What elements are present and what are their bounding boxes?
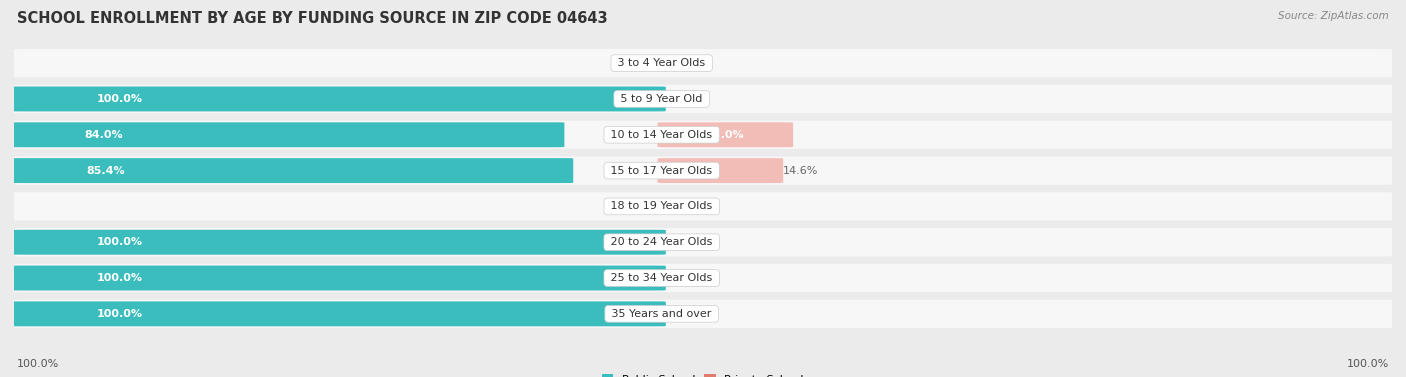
FancyBboxPatch shape xyxy=(658,122,793,147)
Text: 0.0%: 0.0% xyxy=(613,58,641,68)
Text: SCHOOL ENROLLMENT BY AGE BY FUNDING SOURCE IN ZIP CODE 04643: SCHOOL ENROLLMENT BY AGE BY FUNDING SOUR… xyxy=(17,11,607,26)
Text: 20 to 24 Year Olds: 20 to 24 Year Olds xyxy=(607,237,716,247)
Text: 0.0%: 0.0% xyxy=(679,58,707,68)
Text: 15 to 17 Year Olds: 15 to 17 Year Olds xyxy=(607,166,716,176)
FancyBboxPatch shape xyxy=(4,156,1402,185)
Text: 0.0%: 0.0% xyxy=(613,201,641,211)
Text: 14.6%: 14.6% xyxy=(783,166,818,176)
Text: 85.4%: 85.4% xyxy=(86,166,125,176)
Text: 0.0%: 0.0% xyxy=(679,237,707,247)
FancyBboxPatch shape xyxy=(4,121,1402,149)
Text: 5 to 9 Year Old: 5 to 9 Year Old xyxy=(617,94,706,104)
Text: 18 to 19 Year Olds: 18 to 19 Year Olds xyxy=(607,201,716,211)
Text: 100.0%: 100.0% xyxy=(97,94,143,104)
Text: Source: ZipAtlas.com: Source: ZipAtlas.com xyxy=(1278,11,1389,21)
Text: 16.0%: 16.0% xyxy=(706,130,745,140)
Text: 0.0%: 0.0% xyxy=(679,94,707,104)
Text: 100.0%: 100.0% xyxy=(1347,359,1389,369)
FancyBboxPatch shape xyxy=(10,301,666,326)
Text: 0.0%: 0.0% xyxy=(679,309,707,319)
Text: 0.0%: 0.0% xyxy=(679,273,707,283)
FancyBboxPatch shape xyxy=(10,230,666,255)
FancyBboxPatch shape xyxy=(658,158,783,183)
FancyBboxPatch shape xyxy=(10,265,666,291)
FancyBboxPatch shape xyxy=(4,228,1402,256)
Text: 3 to 4 Year Olds: 3 to 4 Year Olds xyxy=(614,58,709,68)
Text: 0.0%: 0.0% xyxy=(679,201,707,211)
Text: 100.0%: 100.0% xyxy=(17,359,59,369)
FancyBboxPatch shape xyxy=(4,85,1402,113)
Legend: Public School, Private School: Public School, Private School xyxy=(598,370,808,377)
FancyBboxPatch shape xyxy=(10,86,666,112)
Text: 35 Years and over: 35 Years and over xyxy=(609,309,716,319)
Text: 25 to 34 Year Olds: 25 to 34 Year Olds xyxy=(607,273,716,283)
FancyBboxPatch shape xyxy=(10,158,574,183)
FancyBboxPatch shape xyxy=(4,192,1402,221)
FancyBboxPatch shape xyxy=(4,49,1402,77)
Text: 100.0%: 100.0% xyxy=(97,273,143,283)
Text: 100.0%: 100.0% xyxy=(97,309,143,319)
Text: 10 to 14 Year Olds: 10 to 14 Year Olds xyxy=(607,130,716,140)
FancyBboxPatch shape xyxy=(10,122,564,147)
Text: 100.0%: 100.0% xyxy=(97,237,143,247)
Text: 84.0%: 84.0% xyxy=(84,130,124,140)
FancyBboxPatch shape xyxy=(4,300,1402,328)
FancyBboxPatch shape xyxy=(4,264,1402,292)
